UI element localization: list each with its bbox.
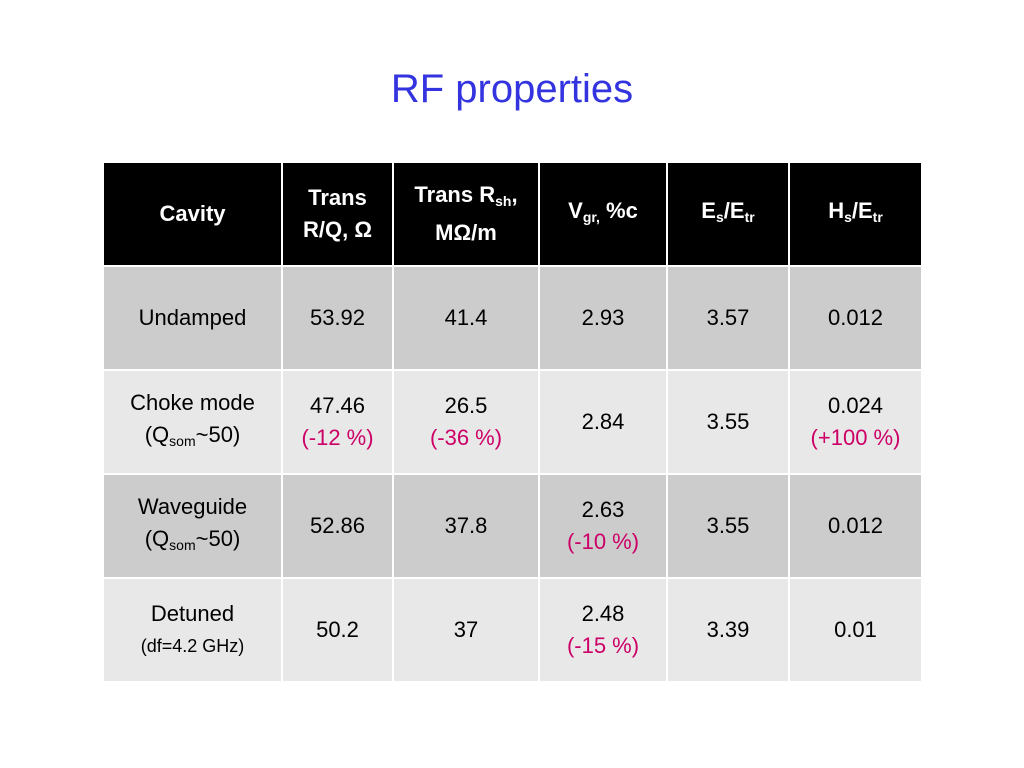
cell-trans-rsh: 26.5 (-36 %) (392, 369, 540, 475)
change-percent: (-15 %) (566, 633, 640, 658)
table-row: Detuned (df=4.2 GHz) 50.2 37 2.48 (-15 %… (102, 577, 923, 683)
change-percent: (-12 %) (301, 425, 374, 450)
cell-es-etr: 3.57 (666, 265, 790, 371)
cell-es-etr: 3.39 (666, 577, 790, 683)
cell-es-etr: 3.55 (666, 369, 790, 475)
slide-title: RF properties (390, 67, 634, 111)
cell-trans-rsh: 41.4 (392, 265, 540, 371)
rf-properties-table: Cavity Trans R/Q, Ω Trans Rsh, MΩ/m Vgr,… (102, 161, 923, 683)
cell-trans-rq: 47.46 (-12 %) (281, 369, 394, 475)
cell-hs-etr: 0.012 (788, 265, 923, 371)
header-hs-etr: Hs/Etr (788, 161, 923, 267)
header-trans-rsh: Trans Rsh, MΩ/m (392, 161, 540, 267)
cell-vgr: 2.48 (-15 %) (538, 577, 668, 683)
header-trans-rq: Trans R/Q, Ω (281, 161, 394, 267)
cell-vgr: 2.63 (-10 %) (538, 473, 668, 579)
table-row: Undamped 53.92 41.4 2.93 3.57 0.012 (102, 265, 923, 371)
change-percent: (+100 %) (810, 425, 901, 450)
header-vgr: Vgr, %c (538, 161, 668, 267)
change-percent: (-36 %) (429, 425, 503, 450)
cell-es-etr: 3.55 (666, 473, 790, 579)
cell-vgr: 2.93 (538, 265, 668, 371)
cell-hs-etr: 0.01 (788, 577, 923, 683)
cell-vgr: 2.84 (538, 369, 668, 475)
cell-trans-rq: 53.92 (281, 265, 394, 371)
cell-hs-etr: 0.012 (788, 473, 923, 579)
cell-trans-rsh: 37.8 (392, 473, 540, 579)
table-row: Waveguide (Qsom~50) 52.86 37.8 2.63 (-10… (102, 473, 923, 579)
cell-hs-etr: 0.024 (+100 %) (788, 369, 923, 475)
header-cavity: Cavity (102, 161, 283, 267)
cell-cavity: Waveguide (Qsom~50) (102, 473, 283, 579)
cell-cavity: Undamped (102, 265, 283, 371)
header-es-etr: Es/Etr (666, 161, 790, 267)
table-row: Choke mode (Qsom~50) 47.46 (-12 %) 26.5 … (102, 369, 923, 475)
cell-trans-rq: 50.2 (281, 577, 394, 683)
cell-trans-rq: 52.86 (281, 473, 394, 579)
header-row: Cavity Trans R/Q, Ω Trans Rsh, MΩ/m Vgr,… (102, 161, 923, 267)
cell-trans-rsh: 37 (392, 577, 540, 683)
change-percent: (-10 %) (566, 529, 640, 554)
cell-cavity: Choke mode (Qsom~50) (102, 369, 283, 475)
cell-cavity: Detuned (df=4.2 GHz) (102, 577, 283, 683)
